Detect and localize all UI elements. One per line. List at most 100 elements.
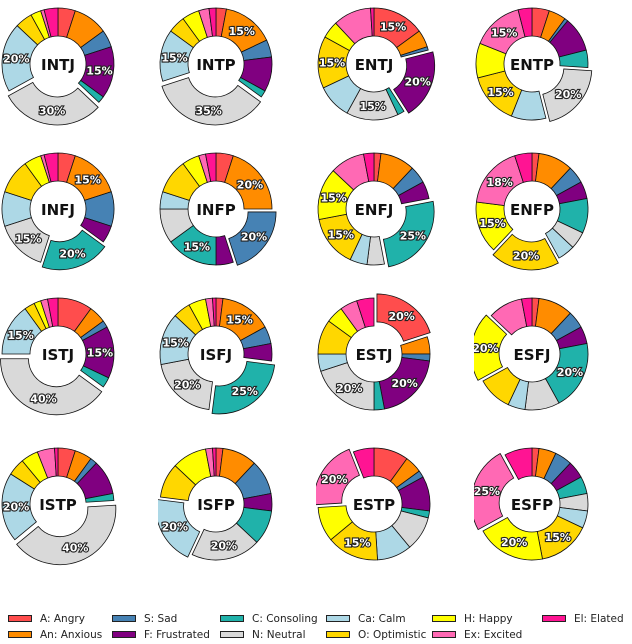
donut-center-title: ENTP [510,56,554,74]
donut-chart-estj: 20% 20% 20% ESTJ [316,290,474,435]
slice-percent-label: 20% [174,379,200,392]
slice-el [43,152,59,183]
slice-o [482,366,521,406]
slice-percent-label: 15% [320,191,346,204]
slice-percent-label: 20% [391,377,417,390]
donut-center-title: INTJ [41,56,75,74]
legend-label: El: Elated [574,612,624,625]
slice-el [504,447,533,481]
slice-c [80,365,110,388]
donut-chart-enfp: 20% 15% 18% ENFP [474,145,632,290]
slice-s [228,211,277,266]
slice-percent-label: 15% [328,229,354,242]
donut-chart-entp: 20% 15% 15% ENTP [474,0,632,145]
slice-percent-label: 15% [86,65,112,78]
slice-c [211,361,276,415]
slice-ex [316,448,360,506]
donut-center-title: INTP [196,56,235,74]
slice-el [370,7,375,37]
donut-center-title: ESFJ [514,346,551,364]
slice-h [482,516,543,561]
slice-percent-label: 35% [195,104,221,117]
slice-percent-label: 15% [319,57,345,70]
donut-chart-infp: 20% 20% 15% INFP [158,145,316,290]
slice-n [16,504,117,566]
legend-label: Ca: Calm [358,612,406,625]
slice-el [208,7,217,37]
legend-item-f: F: Frustrated [112,628,210,641]
donut-chart-infj: 15% 20% 15% INFJ [0,145,158,290]
slice-el [212,297,217,327]
legend-item-n: N: Neutral [220,628,305,641]
slice-percent-label: 15% [184,240,210,253]
donut-chart-grid: 15% 30% 20% INTJ 15% 35% 15% INTP 15% 20% 15% 15% EN… [0,0,632,585]
slice-h [317,505,353,541]
slice-c [238,76,266,98]
donut-chart-entj: 15% 20% 15% 15% ENTJ [316,0,474,145]
slice-percent-label: 20% [474,342,499,355]
legend-item-el: El: Elated [542,612,624,625]
slice-percent-label: 20% [513,250,539,263]
donut-chart-intj: 15% 30% 20% INTJ [0,0,158,145]
slice-percent-label: 18% [486,176,512,189]
slice-el [356,297,375,328]
chart-legend: A: Angry An: Anxious S: Sad F: Frustrated C:… [8,612,632,642]
slice-percent-label: 20% [321,473,347,486]
slice-percent-label: 20% [237,178,263,191]
slice-percent-label: 20% [405,75,431,88]
slice-el [205,152,217,182]
donut-center-title: ISTP [39,496,77,514]
donut-chart-isfp: 20% 20% ISFP [158,440,316,585]
legend-item-s: S: Sad [112,612,177,625]
donut-chart-istj: 15% 40% 15% ISTJ [0,290,158,435]
donut-center-title: ESTJ [356,346,393,364]
slice-f [393,51,436,114]
legend-swatch [112,615,136,622]
slice-c [77,79,104,103]
slice-el [517,7,533,38]
legend-swatch [112,631,136,638]
slice-c [558,49,589,68]
slice-c [85,493,115,503]
slice-ca [544,227,574,259]
legend-label: C: Consoling [252,612,318,625]
donut-chart-enfj: 25% 15% 15% ENFJ [316,145,474,290]
slice-o [492,233,559,271]
donut-center-title: ISTJ [42,346,74,364]
donut-chart-estp: 15% 20% ESTP [316,440,474,585]
slice-percent-label: 20% [555,88,581,101]
legend-item-a: A: Angry [8,612,85,625]
slice-percent-label: 20% [557,366,583,379]
legend-item-an: An: Anxious [8,628,102,641]
slice-percent-label: 15% [360,100,386,113]
slice-percent-label: 15% [7,329,33,342]
legend-item-ex: Ex: Excited [432,628,522,641]
donut-chart-esfp: 15% 20% 25% ESFP [474,440,632,585]
slice-c [382,200,435,268]
slice-el [352,447,375,479]
legend-item-c: C: Consoling [220,612,318,625]
slice-el [43,7,59,38]
donut-center-title: ESTP [353,496,395,514]
slice-percent-label: 20% [162,521,188,534]
donut-center-title: ISFP [197,496,235,514]
slice-percent-label: 25% [400,229,426,242]
slice-percent-label: 15% [380,21,406,34]
slice-an [224,155,273,210]
legend-item-h: H: Happy [432,612,513,625]
slice-percent-label: 15% [344,537,370,550]
slice-ex [474,452,515,531]
slice-percent-label: 25% [232,385,258,398]
slice-a [376,293,431,342]
legend-label: A: Angry [40,612,85,625]
legend-swatch [8,631,32,638]
slice-percent-label: 15% [226,313,252,326]
slice-percent-label: 20% [3,501,29,514]
slice-n [0,358,103,416]
slice-percent-label: 15% [545,531,571,544]
slice-percent-label: 20% [388,310,414,323]
slice-percent-label: 20% [336,382,362,395]
slice-n [161,77,262,126]
slice-el [363,152,375,182]
slice-n [191,522,258,561]
